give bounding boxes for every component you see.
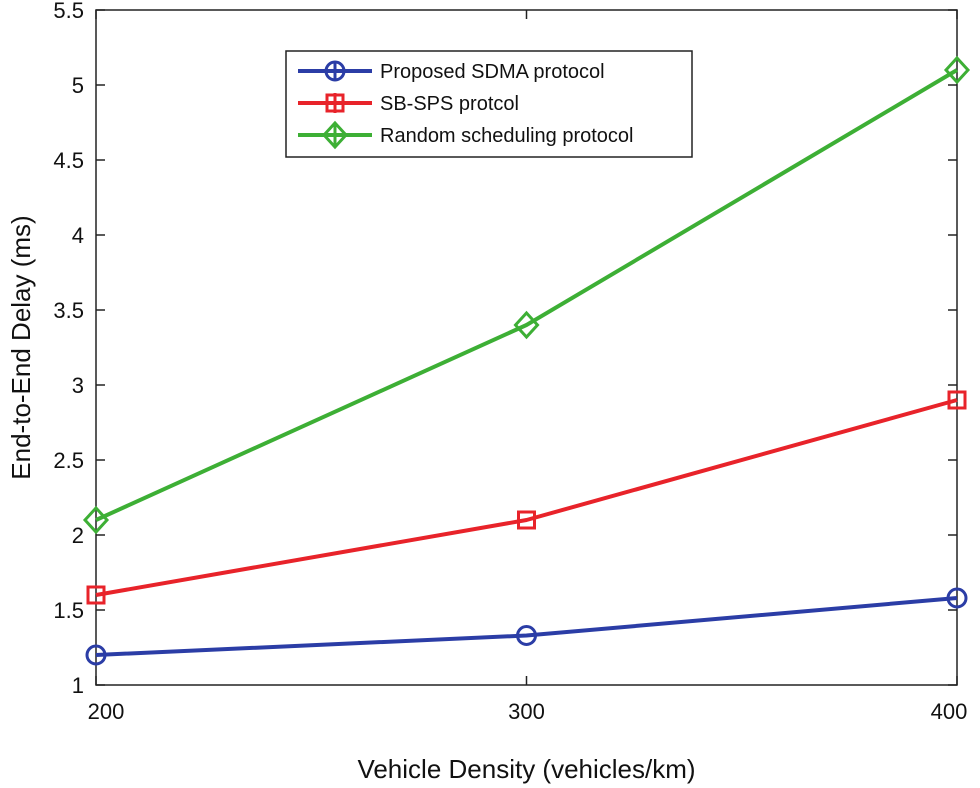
x-axis-label: Vehicle Density (vehicles/km) [357,754,695,784]
y-tick-label: 1.5 [53,598,84,623]
x-tick-label: 300 [508,699,545,724]
y-axis-label: End-to-End Delay (ms) [6,215,36,479]
y-tick-label: 2 [72,523,84,548]
y-tick-label: 3 [72,373,84,398]
x-tick-label: 400 [931,699,968,724]
data-point [947,390,967,410]
data-point [516,625,537,646]
y-tick-label: 2.5 [53,448,84,473]
legend: Proposed SDMA protocol SB-SPS protcol Rand… [285,50,693,158]
y-axis-ticks: 1 1.5 2 2.5 3 3.5 4 4.5 5 5.5 [53,0,957,698]
series-line [95,398,958,597]
legend-marker [324,60,346,82]
y-tick-label: 1 [72,673,84,698]
x-tick-label: 200 [88,699,125,724]
series-line [95,596,958,657]
data-point [513,310,540,340]
legend-marker [325,93,345,113]
x-axis-ticks: 200 300 400 [88,10,968,724]
series-line [95,68,959,522]
legend-label: Proposed SDMA protocol [380,61,605,83]
legend-item: SB-SPS protcol [298,93,519,115]
y-tick-label: 4 [72,223,84,248]
series-diamond [82,55,971,535]
y-tick-label: 4.5 [53,148,84,173]
series-square [86,390,967,605]
y-tick-label: 5 [72,73,84,98]
legend-label: SB-SPS protcol [380,93,519,115]
legend-label: Random scheduling protocol [380,125,634,147]
y-tick-label: 3.5 [53,298,84,323]
data-point [82,505,110,535]
data-point [943,55,971,85]
legend-marker [321,120,349,150]
data-point [946,587,968,609]
series-layer [82,55,971,666]
y-tick-label: 5.5 [53,0,84,23]
data-point [85,644,107,666]
series-circle [85,587,968,666]
data-point [517,510,536,530]
legend-item: Proposed SDMA protocol [298,60,605,83]
legend-items: Proposed SDMA protocol SB-SPS protcol Rand… [298,60,634,150]
legend-item: Random scheduling protocol [298,120,634,150]
data-point [86,585,106,605]
